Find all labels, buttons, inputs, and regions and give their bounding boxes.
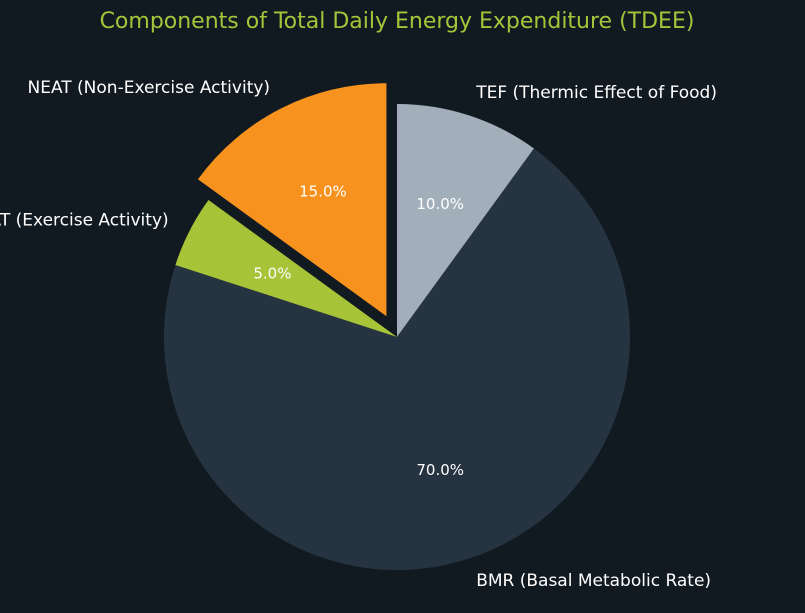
pie-slices: [163, 83, 630, 571]
slice-label-eat: EAT (Exercise Activity): [0, 211, 169, 231]
chart-title: Components of Total Daily Energy Expendi…: [100, 9, 695, 34]
slice-tef: [397, 104, 534, 337]
slice-eat: [175, 200, 397, 337]
pct-label-bmr: 70.0%: [416, 461, 464, 479]
pct-label-tef: 10.0%: [416, 195, 464, 213]
slice-label-tef: TEF (Thermic Effect of Food): [475, 83, 717, 103]
slice-neat: [197, 83, 387, 317]
slice-label-neat: NEAT (Non-Exercise Activity): [27, 78, 270, 98]
pct-label-eat: 5.0%: [253, 265, 291, 283]
slice-bmr: [163, 148, 630, 571]
pct-label-neat: 15.0%: [299, 183, 347, 201]
pie-labels: 10.0% TEF (Thermic Effect of Food) 70.0% BM…: [0, 78, 717, 591]
slice-label-bmr: BMR (Basal Metabolic Rate): [476, 571, 711, 591]
